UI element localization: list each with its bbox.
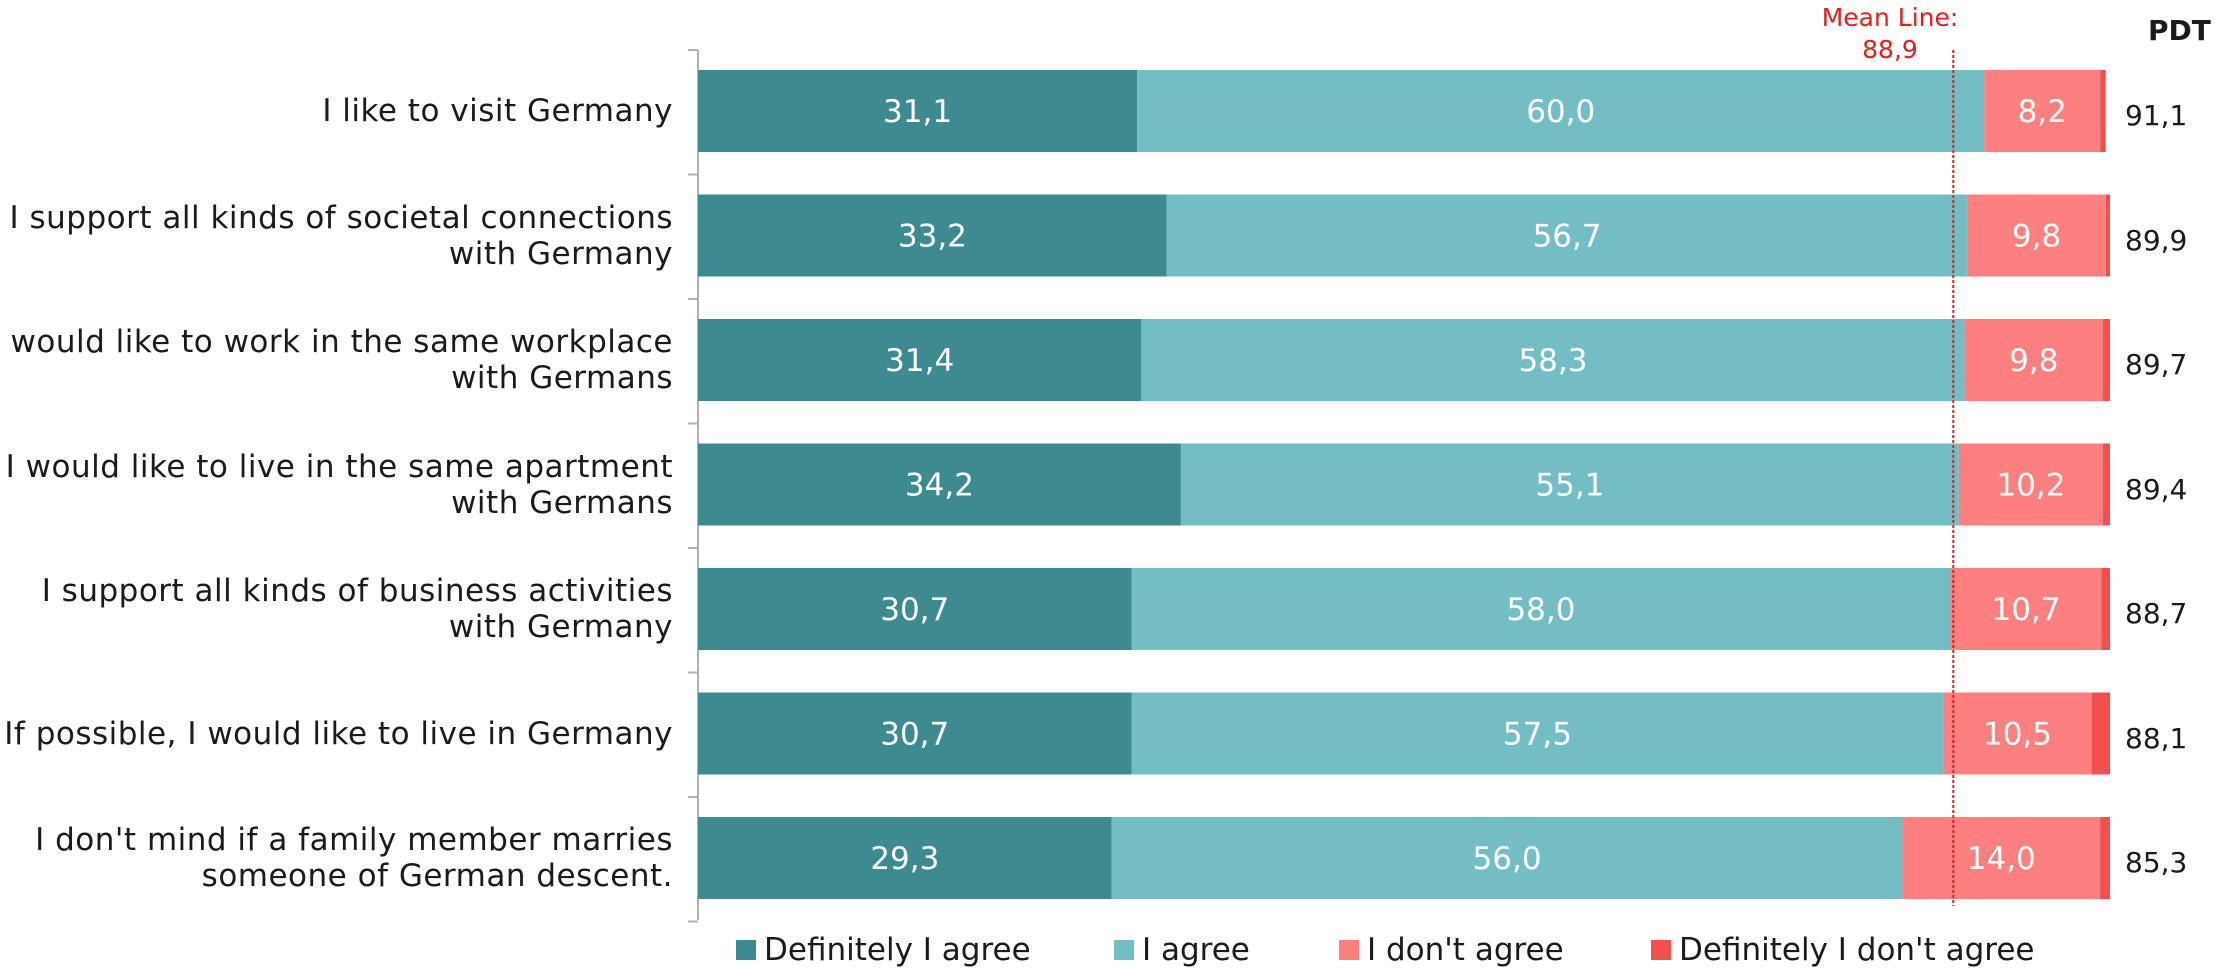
bar-segment [698,568,1132,650]
bar-segment [1166,194,1968,277]
bar-segment [1967,194,2106,277]
bar-segment [1137,70,1985,152]
bar-segment [1111,817,1903,899]
data-label: 31,4 [885,343,954,379]
category-label: If possible, I would like to live in Ger… [4,715,673,752]
bar-segment [1950,568,2102,650]
bar-segment [1984,70,2101,152]
data-label: 14,0 [1967,841,2036,877]
data-label: 34,2 [905,468,974,504]
data-label: 58,0 [1506,592,1575,628]
pdt-value: 85,3 [2125,846,2188,879]
legend-swatch [1339,940,1359,960]
pdt-value: 89,4 [2125,472,2188,506]
legend-swatch [1114,940,1134,960]
mean-line-label: Mean Line: 88,9 [1770,2,2010,66]
bar-segment [1964,319,2103,401]
data-label: 58,3 [1518,343,1587,379]
data-label: 10,5 [1983,717,2052,753]
data-label: 56,0 [1473,841,1542,877]
legend-label: Definitely I agree [764,932,1031,968]
bar-segment [698,194,1167,277]
bar-segment [2101,568,2110,650]
data-label: 8,2 [2018,94,2067,130]
legend-item: Definitely I don't agree [1651,930,2034,970]
category-label: I would like to live in the same apartme… [5,448,673,521]
legend-item: I don't agree [1339,930,1564,970]
bar-segment [698,817,1112,899]
legend-item: Definitely I agree [736,930,1031,970]
category-label: I support all kinds of societal connecti… [9,199,673,272]
category-label: I like to visit Germany [322,93,673,129]
bar-segment [2102,443,2110,526]
bars-layer: 31,1 60,0 8,2 33,2 56,7 9,8 31,4 58,3 9,8 34,2 55,… [698,70,2110,899]
data-label: 55,1 [1535,468,1604,504]
bar-segment [2105,194,2110,277]
category-label: I support all kinds of business activiti… [41,573,673,645]
data-label: 30,7 [880,717,949,753]
bar-segment [1180,443,1959,526]
pdt-header: PDT [2148,14,2211,47]
bar-segment [2100,817,2110,899]
bar-segment [1131,568,1951,650]
mean-line-value: 88,9 [1862,35,1918,64]
bar-segment [698,443,1181,526]
data-label: 9,8 [2009,343,2058,379]
bar-segment [1141,319,1965,401]
category-label: I don't mind if a family member marries … [35,822,673,894]
bar-segment [698,319,1142,401]
data-label: 30,7 [880,592,949,628]
pdt-value: 91,1 [2125,99,2188,132]
legend-label: Definitely I don't agree [1679,932,2035,968]
legend-label: I agree [1142,932,1250,968]
bar-segment [1958,443,2103,526]
data-label: 57,5 [1503,717,1572,753]
axis-layer [688,49,699,923]
data-label: 10,2 [1996,468,2065,504]
legend-item: I agree [1114,930,1250,970]
pdt-value: 89,9 [2125,223,2188,257]
data-label: 56,7 [1533,219,1602,255]
data-label: 10,7 [1991,592,2060,628]
pdt-value: 88,7 [2125,597,2188,630]
data-label: 31,1 [883,94,952,130]
pdt-value: 88,1 [2125,721,2188,755]
bar-segment [698,70,1138,152]
data-label: 33,2 [898,219,967,255]
pdt-value: 89,7 [2125,348,2188,381]
bar-segment [1902,817,2101,899]
legend-swatch [1651,940,1671,960]
legend-swatch [736,940,756,960]
legend-label: I don't agree [1367,932,1564,968]
bar-segment [698,692,1132,775]
data-label: 9,8 [2012,219,2061,255]
category-label: I would like to work in the same workpla… [0,324,673,396]
bar-segment [1943,692,2092,775]
mean-line-title: Mean Line: [1821,3,1959,32]
bar-segment [2100,70,2106,152]
data-label: 29,3 [870,841,939,877]
bar-segment [1131,692,1944,775]
bar-segment [2102,319,2110,401]
bar-segment [2091,692,2110,775]
data-label: 60,0 [1526,94,1595,130]
